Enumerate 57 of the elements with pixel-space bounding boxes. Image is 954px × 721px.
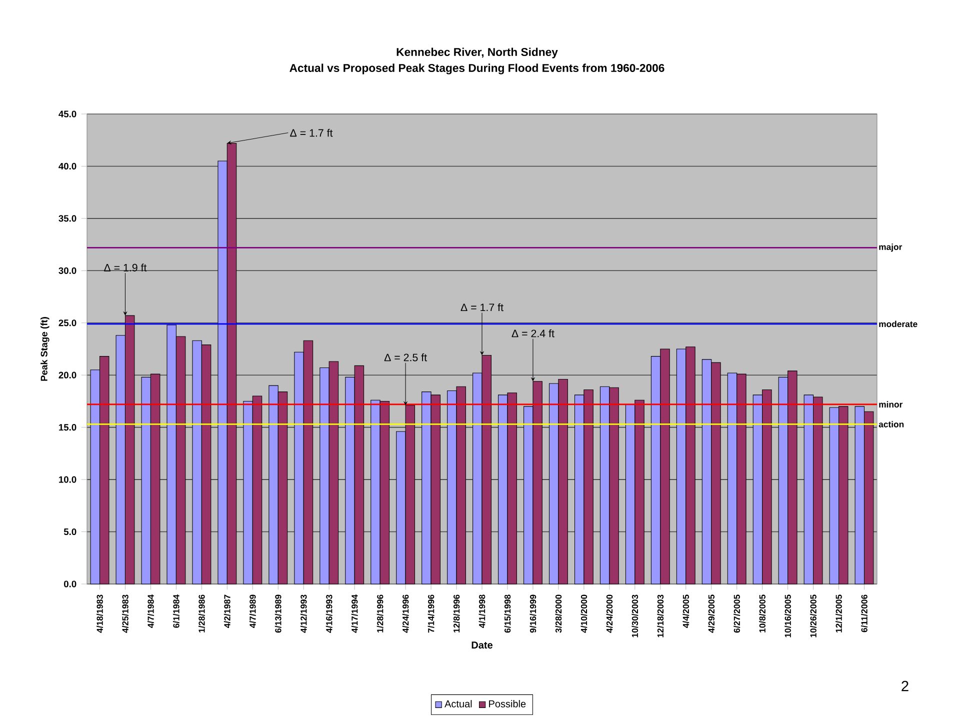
- y-tick-label: 5.0: [64, 528, 76, 536]
- x-tick-label: 4/12/1993: [300, 594, 307, 633]
- x-tick-label: 4/16/1993: [326, 594, 332, 633]
- text: 2: [902, 680, 908, 692]
- ref-line-label: minor: [879, 401, 903, 408]
- x-tick-label: 6/15/1998: [504, 594, 511, 633]
- legend-label: Actual: [444, 700, 472, 708]
- y-tick-label: 0.0: [64, 580, 76, 588]
- annotation: Δ = 2.5 ft: [384, 353, 427, 362]
- x-tick-label: 4/24/2000: [606, 594, 613, 633]
- x-tick-label: 12/18/2003: [657, 594, 664, 638]
- chart-subtitle: Actual vs Proposed Peak Stages During Flood Events from 1960-2006: [290, 64, 664, 74]
- x-tick-label: 4/25/1983: [122, 594, 128, 633]
- x-tick-label: 4/17/1994: [351, 594, 358, 633]
- x-tick-label: 10/8/2005: [759, 594, 766, 632]
- x-tick-label: 10/26/2005: [810, 594, 817, 638]
- ref-line-label: action: [878, 421, 904, 428]
- x-tick-label: 12/8/1996: [453, 594, 460, 632]
- x-tick-label: 10/16/2005: [784, 594, 792, 638]
- x-tick-label: 4/10/2000: [580, 594, 588, 633]
- x-tick-label: 4/4/2005: [682, 594, 690, 628]
- x-tick-label: 4/1/1998: [478, 594, 486, 628]
- x-tick-label: 12/1/2005: [836, 594, 842, 632]
- annotation: Δ = 1.7 ft: [460, 303, 504, 312]
- x-tick-label: 6/13/1989: [274, 594, 282, 633]
- y-tick-label: 30.0: [58, 267, 76, 274]
- y-tick-label: 15.0: [59, 424, 76, 431]
- x-tick-label: 1/28/1986: [198, 594, 205, 632]
- y-tick-label: 45.0: [58, 110, 76, 118]
- x-tick-label: 4/18/1983: [96, 594, 103, 633]
- x-tick-label: 7/14/1996: [428, 594, 434, 633]
- x-tick-label: 6/27/2005: [734, 594, 740, 633]
- annotation: Δ = 1.9 ft: [104, 264, 147, 272]
- x-tick-label: 6/11/2006: [861, 594, 868, 632]
- chart-title: Kennebec River, North Sidney: [396, 48, 558, 58]
- y-tick-label: 35.0: [58, 215, 76, 222]
- annotation: Δ = 1.7 ft: [290, 128, 333, 137]
- ref-line-label: major: [879, 244, 902, 252]
- x-axis-title: Date: [472, 642, 492, 649]
- x-tick-label: 4/7/1989: [249, 594, 256, 628]
- x-tick-label: 4/29/2005: [708, 594, 715, 633]
- y-tick-label: 40.0: [58, 162, 76, 170]
- x-tick-label: 3/28/2000: [555, 594, 562, 633]
- ref-line-label: moderate: [879, 320, 918, 328]
- annotation: Δ = 2.4 ft: [512, 329, 554, 338]
- x-tick-label: 4/2/1987: [224, 594, 230, 628]
- y-axis-title: Peak Stage (ft): [40, 317, 50, 381]
- x-tick-label: 1/28/1996: [376, 594, 384, 632]
- x-tick-label: 6/1/1984: [172, 594, 180, 628]
- x-tick-label: 10/30/2003: [632, 594, 638, 638]
- x-tick-label: 4/7/1984: [147, 594, 154, 628]
- y-tick-label: 25.0: [58, 320, 76, 326]
- x-tick-label: 4/24/1996: [402, 594, 409, 633]
- legend-label: Possible: [489, 700, 526, 708]
- y-tick-label: 20.0: [58, 372, 76, 378]
- y-tick-label: 10.0: [59, 476, 76, 483]
- x-tick-label: 9/16/1999: [530, 594, 536, 633]
